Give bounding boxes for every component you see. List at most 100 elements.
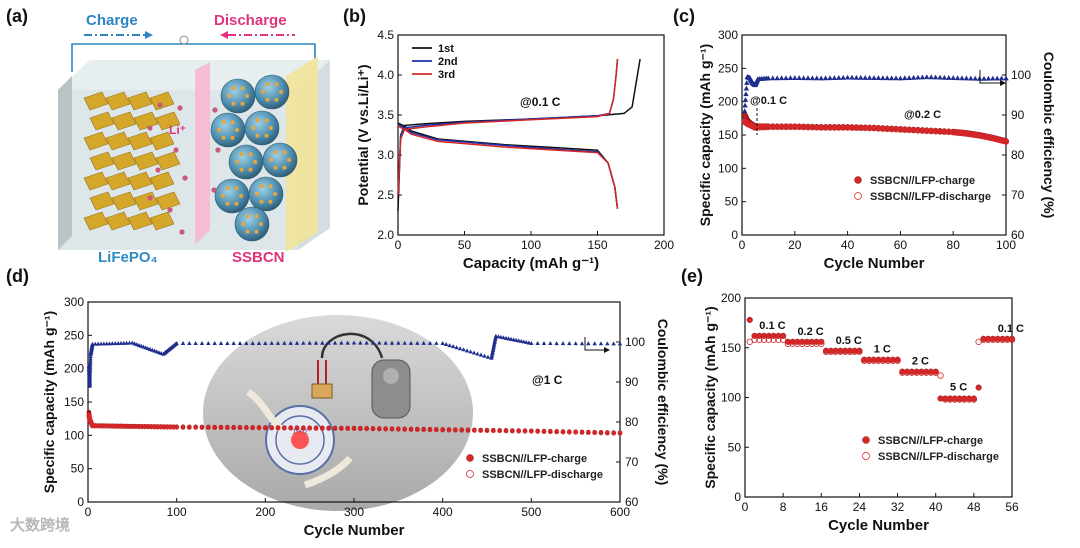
- data-point-SSBCN//LFP-discharge: [862, 125, 869, 132]
- data-point-ce: [501, 335, 506, 340]
- data-point-ce: [743, 91, 749, 97]
- ssbcn-dot: [265, 97, 270, 102]
- lfp-crystal: [83, 211, 109, 231]
- data-point-SSBCN//LFP-discharge: [307, 425, 313, 431]
- data-point-ce: [450, 344, 456, 349]
- y2-indicator-arrowhead: [604, 347, 610, 353]
- panel-e-rate-capability: 0 8 16 24 32 40 48 56 0 50 100 150 200 Cycle Number Sp…: [702, 291, 1024, 534]
- data-point-SSBCN//LFP-discharge: [107, 423, 112, 429]
- data-point-ce: [605, 341, 610, 346]
- data-point-SSBCN//LFP-discharge: [471, 428, 477, 433]
- data-point-SSBCN//LFP-discharge: [808, 340, 815, 347]
- data-point-SSBCN//LFP-discharge: [827, 348, 835, 355]
- data-point-SSBCN//LFP-discharge: [136, 424, 142, 430]
- data-point-ce: [573, 341, 578, 346]
- legend-label: SSBCN//LFP-charge: [870, 175, 975, 187]
- lithium-ion-dot: [212, 107, 218, 113]
- lithium-ion-dot: [215, 147, 221, 153]
- data-point-SSBCN//LFP-discharge: [803, 340, 811, 347]
- discharge-arrow-icon: [220, 31, 228, 39]
- ssbcn-dot: [239, 152, 244, 157]
- y-axis-label: Specific capacity (mAh g⁻¹): [702, 306, 718, 488]
- x-tick-label: 400: [433, 505, 453, 519]
- data-point-ce: [880, 75, 886, 81]
- data-point-ce: [915, 74, 921, 80]
- data-point-ce: [364, 340, 369, 345]
- data-point-ce: [313, 340, 319, 345]
- data-point-SSBCN//LFP-discharge: [983, 133, 990, 141]
- lfp-crystal: [89, 151, 115, 171]
- data-point-SSBCN//LFP-discharge: [118, 424, 124, 429]
- data-point-SSBCN//LFP-discharge: [269, 425, 275, 431]
- ssbcn-dot: [235, 159, 240, 164]
- data-point-ce: [269, 340, 274, 345]
- data-point-SSBCN//LFP-discharge: [784, 340, 792, 347]
- ssbcn-dot: [273, 165, 278, 170]
- lfp-crystal: [105, 171, 131, 191]
- data-point-ce: [193, 341, 198, 345]
- data-point-ce: [87, 376, 93, 381]
- data-point-ce: [919, 74, 926, 80]
- panel-label-d: (d): [6, 266, 29, 286]
- data-point-SSBCN//LFP-discharge: [313, 425, 319, 431]
- x-tick-label: 0: [742, 500, 749, 514]
- y-tick-label: 50: [725, 195, 739, 209]
- data-point-SSBCN//LFP-discharge: [848, 124, 856, 131]
- data-point-ce: [809, 75, 816, 81]
- data-point-ce: [90, 341, 95, 346]
- data-point-SSBCN//LFP-discharge: [866, 125, 873, 132]
- data-point-SSBCN//LFP-discharge: [818, 340, 825, 347]
- lfp-crystal: [111, 191, 137, 211]
- x-tick-label: 150: [587, 238, 607, 252]
- data-point-SSBCN//LFP-discharge: [985, 134, 992, 141]
- data-point-ce: [787, 75, 794, 81]
- data-point-ce: [840, 74, 846, 80]
- data-point-ce: [866, 75, 873, 80]
- data-point-SSBCN//LFP-discharge: [809, 124, 816, 131]
- ssbcn-dot: [264, 118, 269, 123]
- panel-d-cycling-1c: 0 100 200 300 400 500 600 0 50 100 150 200 250 300 60 7…: [41, 295, 671, 539]
- data-point-SSBCN//LFP-discharge: [965, 396, 973, 403]
- data-point-ce: [383, 340, 388, 345]
- data-point-ce: [941, 74, 948, 80]
- data-point-SSBCN//LFP-discharge: [433, 427, 439, 433]
- data-point-SSBCN//LFP-discharge: [516, 428, 522, 434]
- data-point-SSBCN//LFP-discharge: [127, 424, 132, 430]
- data-point-ce: [427, 340, 433, 345]
- data-point-ce: [946, 74, 952, 80]
- data-point-ce: [805, 75, 811, 81]
- x-axis-label: Cycle Number: [828, 517, 929, 534]
- data-point-ce: [849, 74, 855, 80]
- ssbcn-sphere: [234, 206, 270, 242]
- x-axis-label: Cycle Number: [824, 255, 925, 272]
- data-point-ce: [937, 74, 943, 80]
- x-tick-label: 40: [841, 238, 855, 252]
- data-point-ce: [800, 75, 807, 81]
- data-point-SSBCN//LFP-discharge: [104, 423, 110, 429]
- data-point-ce: [88, 363, 93, 368]
- data-point-ce: [88, 358, 93, 363]
- data-point-SSBCN//LFP-discharge: [319, 426, 325, 431]
- data-point-ce: [831, 75, 838, 80]
- data-point-ce: [897, 75, 904, 81]
- data-point-ce: [822, 75, 829, 81]
- data-point-ce: [792, 75, 798, 80]
- lfp-crystal: [155, 111, 181, 131]
- data-point-SSBCN//LFP-discharge: [112, 423, 118, 429]
- data-point-SSBCN//LFP-discharge: [617, 430, 623, 436]
- data-point-SSBCN//LFP-discharge: [124, 424, 130, 429]
- data-point-ce: [98, 341, 104, 346]
- rate-label: 0.1 C: [998, 323, 1024, 335]
- legend-label: 1st: [438, 43, 454, 55]
- data-point-ce: [554, 341, 559, 346]
- data-point-SSBCN//LFP-discharge: [171, 424, 176, 430]
- data-point-SSBCN//LFP-discharge: [592, 430, 598, 436]
- y2-tick-label: 90: [1011, 108, 1025, 122]
- data-point-SSBCN//LFP-discharge: [932, 128, 939, 135]
- data-point-SSBCN//LFP-discharge: [799, 340, 806, 347]
- data-point-ce: [858, 74, 864, 80]
- ssbcn-dot: [269, 157, 274, 162]
- data-point-ce: [326, 340, 331, 345]
- data-point-SSBCN//LFP-discharge: [758, 124, 765, 131]
- data-point-SSBCN//LFP-discharge: [961, 130, 968, 137]
